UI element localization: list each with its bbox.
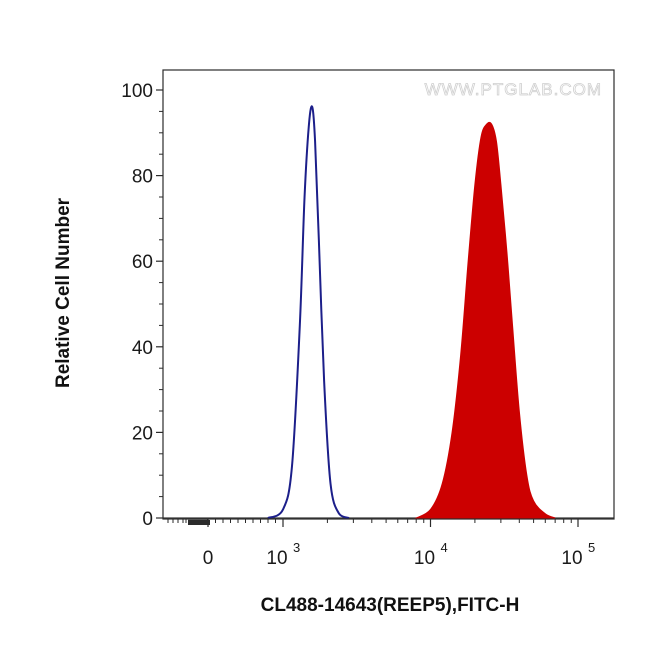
x-axis-title: CL488-14643(REEP5),FITC-H <box>261 595 520 616</box>
y-tick-label: 60 <box>132 252 153 273</box>
x-tick-label: 0 <box>203 548 214 569</box>
x-tick-exponent: 5 <box>588 540 595 555</box>
watermark-text: WWW.PTGLAB.COM <box>425 80 602 99</box>
plot-layer <box>163 105 614 519</box>
y-tick-label: 100 <box>121 81 153 102</box>
histogram-filled-series <box>414 121 556 519</box>
x-tick-exponent: 4 <box>441 540 448 555</box>
axis-layer: 0 20 40 60 80 100 0 10 3 10 4 10 5 <box>121 69 615 569</box>
y-tick-label: 40 <box>132 338 153 359</box>
x-tick-label: 10 <box>266 548 287 569</box>
plot-frame <box>162 69 615 520</box>
x-tick-label: 10 <box>414 548 435 569</box>
x-zero-cluster-mark <box>188 520 210 525</box>
y-axis-title: Relative Cell Number <box>53 197 74 388</box>
y-tick-label: 80 <box>132 167 153 188</box>
y-tick-label: 20 <box>132 423 153 444</box>
y-tick-label: 0 <box>142 509 153 530</box>
x-tick-exponent: 3 <box>293 540 300 555</box>
x-tick-label: 10 <box>561 548 582 569</box>
histogram-outline-series <box>267 105 350 519</box>
